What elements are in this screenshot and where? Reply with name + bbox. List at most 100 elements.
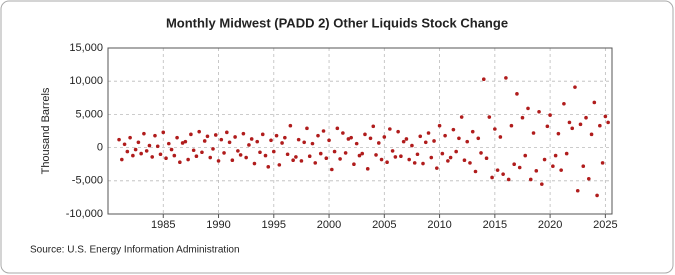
point — [531, 131, 536, 135]
point — [534, 169, 539, 173]
x-tick-label: 1985 — [151, 219, 175, 231]
point — [122, 142, 127, 147]
point — [183, 139, 188, 144]
point — [211, 147, 215, 151]
point — [294, 155, 298, 159]
point — [166, 141, 171, 146]
point — [365, 167, 370, 171]
point — [509, 123, 514, 128]
point — [506, 177, 511, 182]
point — [117, 137, 121, 142]
point — [283, 135, 287, 140]
point — [540, 182, 544, 186]
point — [426, 131, 431, 135]
point — [302, 140, 306, 145]
point — [592, 100, 597, 105]
point — [476, 136, 481, 141]
point — [479, 151, 483, 155]
point — [249, 137, 254, 141]
point — [288, 123, 293, 128]
point — [236, 149, 240, 153]
point — [307, 154, 312, 159]
point — [396, 129, 400, 134]
plot-area — [107, 47, 613, 215]
point — [553, 153, 558, 158]
point — [244, 155, 248, 160]
x-tick-label: 2010 — [427, 219, 451, 231]
point — [407, 157, 411, 162]
point — [468, 161, 472, 165]
point — [230, 158, 235, 163]
point — [487, 115, 492, 119]
point — [415, 152, 420, 157]
point — [443, 133, 447, 138]
point — [186, 157, 190, 162]
point — [125, 149, 130, 154]
chart-title: Monthly Midwest (PADD 2) Other Liquids S… — [166, 15, 508, 30]
point — [459, 115, 464, 119]
point — [504, 76, 508, 80]
point — [559, 168, 563, 172]
point — [606, 120, 610, 125]
point — [255, 139, 260, 144]
point — [180, 141, 185, 145]
point — [517, 165, 522, 170]
point — [537, 109, 541, 114]
point — [139, 151, 143, 156]
point — [266, 165, 271, 169]
y-tick-label: -10,000 — [66, 208, 103, 220]
point — [390, 149, 395, 153]
point — [581, 164, 586, 168]
point — [495, 168, 500, 172]
point — [470, 129, 475, 134]
point — [247, 143, 251, 147]
point — [318, 151, 323, 156]
point — [285, 152, 290, 157]
point — [564, 151, 569, 156]
point — [200, 150, 204, 155]
point — [586, 177, 591, 181]
point — [526, 106, 530, 111]
point — [219, 137, 224, 142]
point — [404, 137, 409, 141]
point — [360, 151, 365, 156]
point — [269, 138, 273, 143]
point — [435, 166, 439, 170]
point — [520, 115, 525, 120]
point — [191, 148, 196, 153]
x-tick-label: 1995 — [262, 219, 286, 231]
point — [316, 133, 320, 138]
point — [144, 149, 149, 153]
point — [512, 162, 516, 166]
point — [575, 188, 580, 193]
point — [296, 137, 301, 142]
point — [299, 159, 304, 163]
point — [600, 161, 605, 165]
point — [401, 139, 406, 144]
point — [327, 138, 331, 143]
point — [412, 161, 417, 165]
point — [523, 153, 528, 158]
point — [227, 140, 232, 145]
point — [363, 132, 367, 137]
x-tick-label: 2005 — [372, 219, 396, 231]
point — [161, 130, 166, 135]
y-tick-label: 10,000 — [69, 75, 103, 87]
point — [258, 150, 262, 155]
point — [330, 167, 334, 172]
point — [440, 151, 445, 156]
point — [501, 172, 505, 176]
point — [551, 164, 555, 168]
point — [233, 135, 237, 139]
point — [562, 101, 566, 106]
point — [490, 175, 494, 180]
y-tick-label: -5,000 — [72, 175, 103, 187]
point — [595, 193, 599, 198]
point — [205, 134, 210, 139]
point — [528, 177, 533, 182]
point — [498, 135, 503, 139]
point — [473, 169, 478, 174]
point — [189, 132, 193, 137]
point — [313, 161, 318, 165]
